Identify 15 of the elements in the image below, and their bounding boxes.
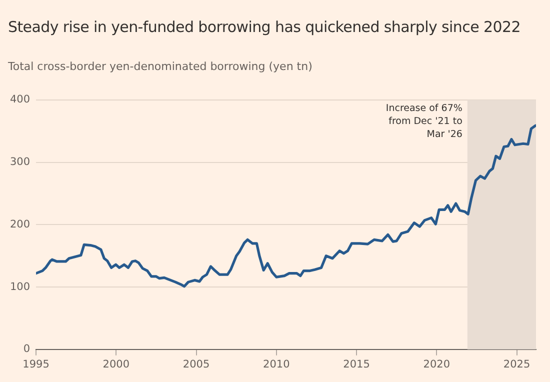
x-tick-label: 2020 xyxy=(423,358,450,370)
chart-title: Steady rise in yen-funded borrowing has quickened sharply since 2022 xyxy=(8,18,520,36)
y-tick-label: 100 xyxy=(10,280,30,293)
x-tick-label: 2025 xyxy=(503,358,530,370)
y-tick-label: 300 xyxy=(10,156,30,168)
y-tick-label: 200 xyxy=(10,218,30,230)
chart-subtitle: Total cross-border yen-denominated borrowing (yen tn) xyxy=(8,60,312,73)
x-tick-label: 2015 xyxy=(343,358,370,370)
x-tick-label: 2005 xyxy=(182,358,210,370)
x-tick-label: 1995 xyxy=(22,358,50,370)
y-tick-label: 0 xyxy=(23,343,30,356)
x-tick-label: 2000 xyxy=(102,358,130,370)
x-tick-label: 2010 xyxy=(263,358,290,370)
y-tick-label: 400 xyxy=(10,94,30,106)
band-label: Increase of 67% from Dec '21 to Mar '26 xyxy=(386,103,463,140)
